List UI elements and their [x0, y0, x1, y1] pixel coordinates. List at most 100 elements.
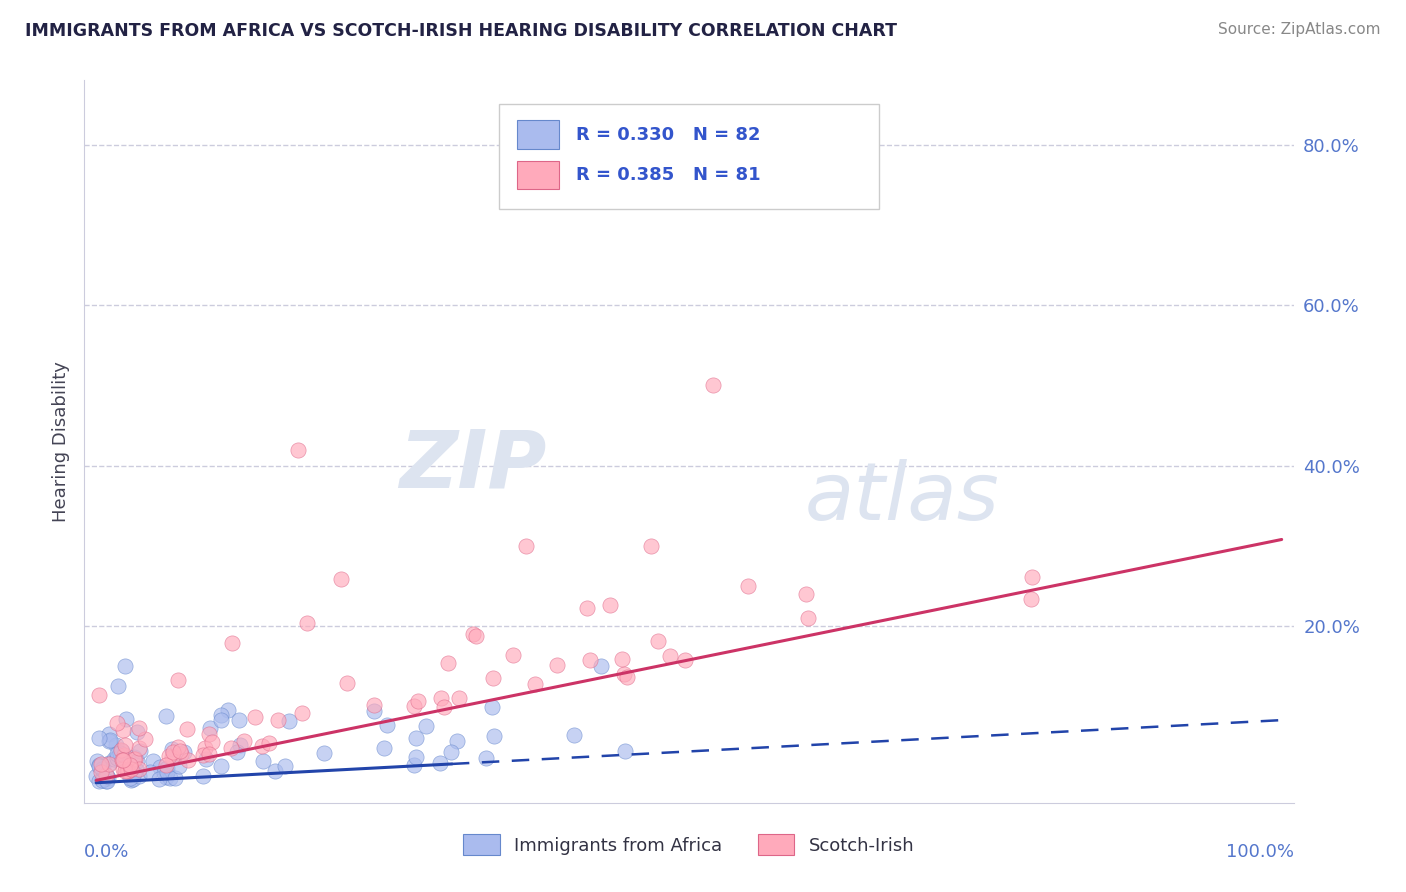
Point: [564, 728, 586, 742]
Point: [447, 690, 470, 705]
Point: [1021, 569, 1043, 583]
Point: [194, 752, 217, 766]
Point: [201, 735, 224, 749]
Point: [128, 721, 150, 735]
Point: [114, 659, 136, 673]
Point: [86, 754, 108, 768]
Point: [591, 659, 613, 673]
Point: [96, 773, 118, 788]
Text: 0.0%: 0.0%: [84, 843, 129, 861]
Point: [167, 673, 190, 687]
Point: [89, 731, 111, 746]
FancyBboxPatch shape: [517, 161, 558, 188]
Point: [176, 723, 198, 737]
Point: [229, 738, 252, 752]
Point: [429, 756, 451, 770]
Point: [702, 378, 724, 392]
Point: [209, 708, 232, 723]
Point: [575, 601, 598, 615]
Point: [461, 627, 484, 641]
Point: [105, 747, 128, 761]
Point: [291, 706, 314, 720]
Point: [440, 745, 463, 759]
Point: [737, 579, 759, 593]
Point: [94, 774, 117, 789]
Point: [221, 636, 243, 650]
Point: [89, 688, 111, 702]
Point: [91, 760, 114, 774]
Text: ZIP: ZIP: [399, 426, 547, 505]
Point: [120, 773, 142, 788]
Point: [87, 757, 110, 772]
Point: [405, 750, 427, 764]
Point: [579, 653, 602, 667]
Point: [96, 768, 118, 782]
Point: [97, 757, 120, 772]
Point: [125, 724, 148, 739]
Point: [155, 758, 177, 772]
Point: [363, 698, 385, 712]
Point: [433, 699, 456, 714]
Text: R = 0.385   N = 81: R = 0.385 N = 81: [576, 166, 761, 184]
Point: [112, 747, 135, 762]
Point: [481, 700, 503, 714]
Point: [502, 648, 524, 662]
Text: R = 0.330   N = 82: R = 0.330 N = 82: [576, 126, 761, 144]
Point: [277, 714, 299, 728]
Point: [194, 740, 217, 755]
Point: [124, 766, 146, 780]
Point: [89, 774, 111, 789]
Point: [481, 671, 503, 685]
Point: [232, 734, 254, 748]
Point: [110, 746, 132, 760]
Point: [404, 757, 426, 772]
Point: [475, 750, 498, 764]
Point: [176, 753, 198, 767]
Point: [89, 759, 111, 773]
Point: [120, 762, 142, 776]
Point: [105, 715, 128, 730]
Point: [797, 611, 820, 625]
Point: [613, 667, 636, 681]
Point: [314, 746, 336, 760]
Point: [523, 677, 546, 691]
Point: [139, 765, 162, 780]
Point: [658, 648, 681, 663]
Point: [198, 747, 221, 761]
Point: [90, 763, 112, 777]
Point: [98, 727, 121, 741]
Point: [191, 769, 214, 783]
Point: [149, 759, 172, 773]
Point: [115, 712, 138, 726]
Point: [221, 740, 243, 755]
Point: [287, 442, 309, 457]
Point: [156, 761, 179, 775]
Text: atlas: atlas: [806, 458, 1000, 537]
Point: [257, 736, 280, 750]
Point: [124, 752, 146, 766]
Point: [329, 572, 352, 586]
Legend: Immigrants from Africa, Scotch-Irish: Immigrants from Africa, Scotch-Irish: [456, 827, 922, 863]
Point: [243, 710, 266, 724]
Point: [484, 729, 506, 743]
Point: [415, 718, 437, 732]
Point: [153, 765, 176, 780]
Point: [167, 759, 190, 773]
Point: [157, 749, 180, 764]
Point: [129, 744, 152, 758]
Point: [160, 742, 183, 756]
Point: [148, 772, 170, 786]
Point: [209, 759, 232, 773]
Point: [336, 676, 359, 690]
Point: [155, 709, 177, 723]
Point: [115, 764, 138, 778]
Point: [128, 769, 150, 783]
Point: [120, 758, 142, 772]
Point: [406, 694, 429, 708]
Point: [103, 752, 125, 766]
Point: [111, 762, 134, 776]
FancyBboxPatch shape: [517, 120, 558, 148]
Point: [114, 764, 136, 778]
Point: [405, 731, 427, 745]
Point: [97, 734, 120, 748]
